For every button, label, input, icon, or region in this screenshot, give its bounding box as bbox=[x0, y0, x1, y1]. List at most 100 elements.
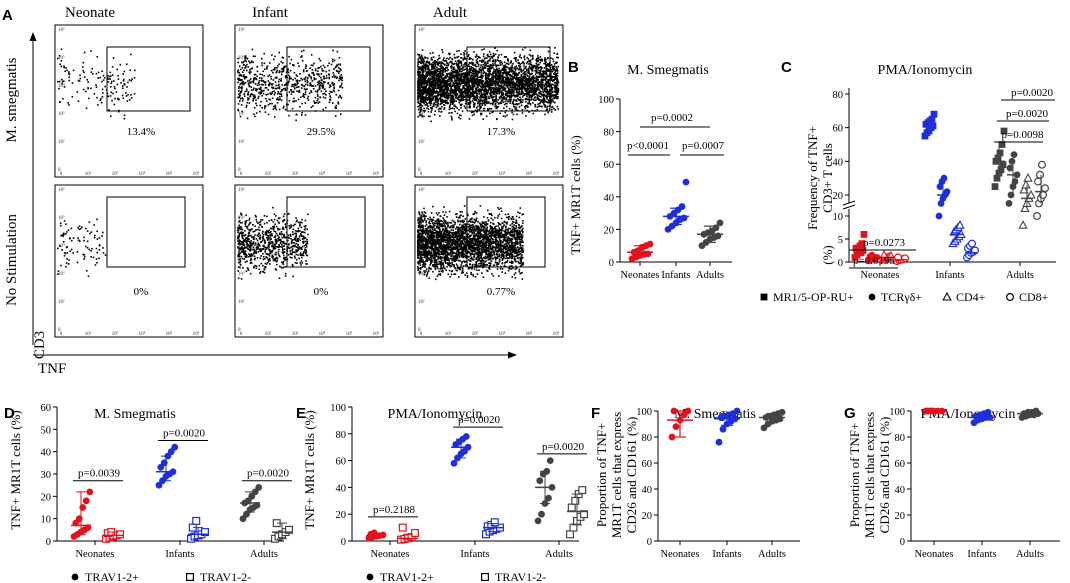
event-dot bbox=[534, 105, 537, 108]
event-dot bbox=[551, 106, 553, 109]
event-dot bbox=[483, 85, 486, 88]
event-dot bbox=[284, 87, 286, 90]
event-dot bbox=[551, 67, 554, 69]
event-dot bbox=[321, 87, 324, 89]
event-dot bbox=[498, 69, 501, 72]
event-dot bbox=[519, 63, 522, 65]
event-dot bbox=[513, 72, 515, 75]
event-dot bbox=[528, 63, 530, 65]
event-dot bbox=[461, 93, 463, 95]
event-dot bbox=[429, 82, 432, 85]
event-dot bbox=[418, 82, 421, 85]
event-dot bbox=[420, 89, 423, 91]
event-dot bbox=[475, 107, 478, 109]
event-dot bbox=[291, 85, 293, 88]
event-dot bbox=[490, 94, 493, 97]
event-dot bbox=[451, 63, 453, 65]
event-dot bbox=[520, 93, 522, 96]
event-dot bbox=[526, 82, 529, 85]
event-dot bbox=[524, 81, 527, 84]
event-dot bbox=[481, 67, 484, 70]
event-dot bbox=[500, 86, 503, 89]
event-dot bbox=[431, 99, 434, 102]
event-dot bbox=[272, 87, 274, 90]
event-dot bbox=[501, 62, 504, 65]
event-dot bbox=[447, 102, 449, 104]
event-dot bbox=[540, 96, 542, 98]
event-dot bbox=[476, 92, 478, 95]
event-dot bbox=[445, 79, 448, 82]
event-dot bbox=[439, 107, 441, 110]
event-dot bbox=[505, 94, 507, 97]
event-dot bbox=[271, 102, 273, 105]
event-dot bbox=[465, 95, 467, 97]
event-dot bbox=[340, 97, 343, 99]
event-dot bbox=[337, 67, 340, 69]
event-dot bbox=[277, 87, 279, 89]
event-dot bbox=[289, 69, 292, 72]
event-dot bbox=[333, 84, 335, 86]
event-dot bbox=[475, 68, 477, 71]
event-dot bbox=[332, 102, 334, 104]
event-dot bbox=[458, 81, 461, 84]
event-dot bbox=[515, 89, 518, 91]
event-dot bbox=[439, 85, 442, 87]
col-header-infant: Infant bbox=[252, 5, 289, 21]
event-dot bbox=[483, 48, 485, 50]
event-dot bbox=[439, 68, 441, 71]
event-dot bbox=[516, 95, 518, 98]
event-dot bbox=[544, 82, 547, 85]
event-dot bbox=[449, 78, 452, 81]
event-dot bbox=[470, 71, 473, 74]
event-dot bbox=[318, 57, 321, 60]
event-dot bbox=[461, 103, 463, 106]
event-dot bbox=[520, 57, 523, 59]
event-dot bbox=[535, 67, 537, 69]
event-dot bbox=[476, 79, 479, 82]
event-dot bbox=[246, 93, 249, 96]
event-dot bbox=[417, 91, 420, 94]
event-dot bbox=[476, 85, 479, 88]
event-dot bbox=[519, 84, 522, 87]
event-dot bbox=[421, 115, 423, 118]
event-dot bbox=[501, 67, 504, 70]
event-dot bbox=[556, 68, 558, 71]
event-dot bbox=[422, 91, 425, 93]
event-dot bbox=[475, 83, 478, 86]
event-dot bbox=[534, 93, 537, 96]
event-dot bbox=[241, 97, 244, 99]
event-dot bbox=[312, 105, 314, 107]
event-dot bbox=[469, 94, 471, 96]
event-dot bbox=[111, 74, 114, 76]
event-dot bbox=[436, 90, 439, 93]
event-dot bbox=[521, 90, 524, 93]
event-dot bbox=[466, 65, 469, 68]
event-dot bbox=[504, 111, 507, 114]
event-dot bbox=[530, 96, 533, 98]
event-dot bbox=[277, 65, 279, 67]
event-dot bbox=[544, 90, 547, 93]
event-dot bbox=[332, 49, 334, 52]
event-dot bbox=[471, 100, 474, 102]
event-dot bbox=[469, 92, 472, 95]
event-dot bbox=[454, 105, 457, 108]
event-dot bbox=[239, 83, 242, 85]
event-dot bbox=[490, 108, 493, 110]
event-dot bbox=[273, 93, 276, 96]
event-dot bbox=[457, 55, 460, 58]
event-dot bbox=[439, 94, 442, 96]
event-dot bbox=[60, 65, 63, 68]
event-dot bbox=[505, 90, 508, 93]
event-dot bbox=[550, 78, 552, 80]
event-dot bbox=[57, 247, 59, 250]
event-dot bbox=[259, 104, 261, 107]
event-dot bbox=[302, 49, 305, 52]
event-dot bbox=[500, 53, 503, 56]
event-dot bbox=[242, 82, 244, 84]
event-dot bbox=[117, 98, 120, 101]
event-dot bbox=[503, 76, 506, 78]
event-dot bbox=[444, 64, 446, 66]
event-dot bbox=[249, 78, 252, 80]
event-dot bbox=[492, 91, 494, 93]
event-dot bbox=[248, 69, 251, 71]
